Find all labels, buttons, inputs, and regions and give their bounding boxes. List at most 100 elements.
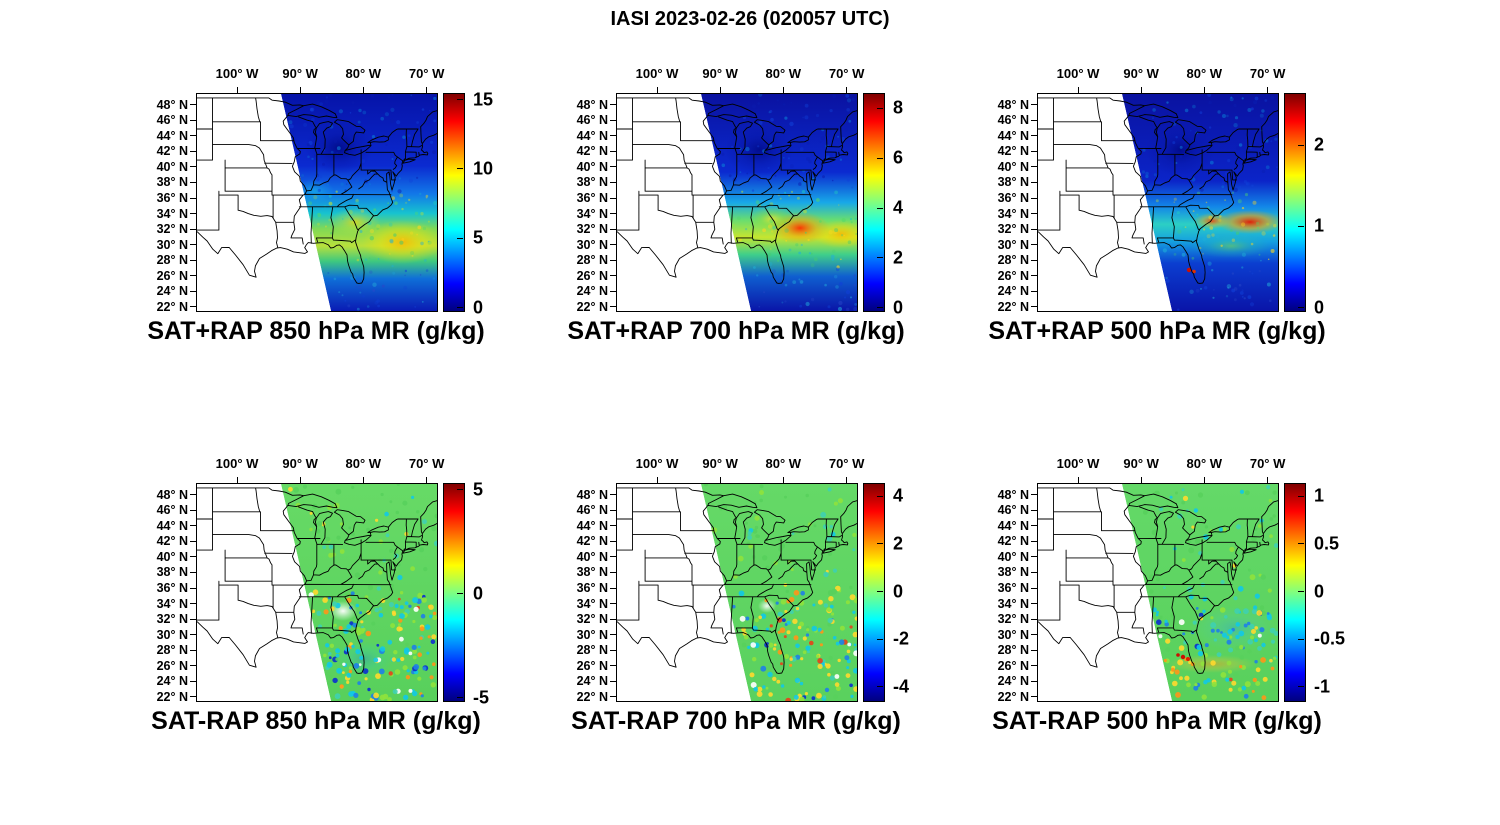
lat-tick-mark [190, 275, 196, 277]
colorbar-tick-label: -4 [893, 676, 910, 697]
lat-tick-label: 48° N [997, 487, 1029, 502]
lat-tick-label: 44° N [576, 518, 608, 533]
lon-tick-label: 80° W [1186, 456, 1223, 471]
lat-tick-mark [610, 135, 616, 137]
lon-tick-mark [299, 87, 301, 93]
colorbar [863, 93, 885, 312]
lat-tick-label: 24° N [576, 674, 608, 689]
lat-tick-mark [610, 197, 616, 199]
lat-tick-mark [610, 306, 616, 308]
lon-tick-mark [1203, 477, 1205, 483]
colorbar-tick-mark [457, 593, 463, 595]
colorbar-tick-mark [1298, 307, 1304, 309]
lat-tick-mark [610, 104, 616, 106]
colorbar [863, 483, 885, 702]
lon-tick-mark [1077, 477, 1079, 483]
lon-tick-mark [656, 87, 658, 93]
lat-tick-mark [1031, 680, 1037, 682]
lon-tick-label: 80° W [345, 456, 382, 471]
lat-tick-label: 26° N [997, 268, 1029, 283]
lat-tick-label: 24° N [576, 284, 608, 299]
lat-tick-mark [1031, 306, 1037, 308]
lat-tick-mark [1031, 696, 1037, 698]
lat-tick-mark [1031, 587, 1037, 589]
colorbar-tick-mark [457, 697, 463, 699]
map-canvas [1038, 94, 1278, 311]
lat-tick-mark [610, 665, 616, 667]
colorbar-tick-mark [877, 157, 883, 159]
lon-tick-label: 90° W [282, 66, 318, 81]
colorbar-tick-label: 6 [893, 147, 904, 168]
colorbar-tick-label: 0 [1314, 297, 1325, 318]
lat-tick-label: 26° N [997, 658, 1029, 673]
colorbar-tick-label: 0 [893, 581, 904, 601]
panel-sat-plus-rap-850-mr: SAT+RAP 850 hPa MR (g/kg) 100° W 90° W 80°… [147, 66, 493, 345]
lat-tick-label: 38° N [576, 565, 608, 580]
colorbar-tick-label: 2 [1314, 134, 1325, 155]
lat-tick-mark [190, 696, 196, 698]
lat-tick-mark [610, 696, 616, 698]
colorbar-tick-mark [877, 495, 883, 497]
state-boundaries [617, 97, 857, 284]
colorbar-tick-label: 5 [473, 227, 484, 248]
lon-tick-label: 80° W [345, 66, 382, 81]
lat-tick-mark [190, 104, 196, 106]
state-boundaries [1038, 487, 1278, 674]
lon-tick-label: 70° W [1249, 66, 1286, 81]
lat-tick-mark [1031, 259, 1037, 261]
lat-tick-label: 32° N [576, 612, 608, 627]
lat-tick-label: 36° N [156, 581, 188, 596]
lat-tick-mark [1031, 135, 1037, 137]
panel-title: SAT-RAP 500 hPa MR (g/kg) [992, 707, 1322, 735]
lat-tick-mark [190, 680, 196, 682]
lon-tick-label: 70° W [1249, 456, 1286, 471]
lat-tick-mark [610, 494, 616, 496]
lat-tick-mark [190, 509, 196, 511]
lat-tick-label: 22° N [576, 299, 608, 314]
lat-tick-label: 40° N [997, 549, 1029, 564]
lat-tick-mark [190, 290, 196, 292]
lat-tick-label: 38° N [156, 175, 188, 190]
lon-tick-mark [719, 477, 721, 483]
lat-tick-label: 42° N [156, 144, 188, 159]
lon-tick-mark [719, 87, 721, 93]
lon-tick-mark [426, 87, 428, 93]
lat-tick-mark [1031, 649, 1037, 651]
colorbar-tick-mark [877, 686, 883, 688]
lon-tick-label: 80° W [1186, 66, 1223, 81]
colorbar-tick-label: 5 [473, 479, 484, 499]
lat-tick-mark [1031, 556, 1037, 558]
map-frame [1037, 483, 1279, 702]
lat-tick-label: 24° N [997, 674, 1029, 689]
lat-tick-label: 40° N [576, 549, 608, 564]
lon-tick-label: 70° W [828, 66, 865, 81]
map-frame [616, 483, 858, 702]
colorbar-tick-label: 8 [893, 97, 904, 118]
lon-tick-label: 90° W [1123, 66, 1159, 81]
lat-tick-mark [1031, 290, 1037, 292]
lat-tick-mark [1031, 104, 1037, 106]
colorbar-tick-mark [877, 107, 883, 109]
lat-tick-mark [190, 634, 196, 636]
lat-tick-mark [610, 525, 616, 527]
lat-tick-mark [190, 259, 196, 261]
lat-tick-label: 40° N [576, 159, 608, 174]
lat-tick-mark [190, 228, 196, 230]
lat-tick-label: 42° N [576, 534, 608, 549]
lat-tick-mark [190, 135, 196, 137]
lat-tick-label: 30° N [576, 237, 608, 252]
lat-tick-mark [190, 571, 196, 573]
lat-tick-mark [190, 166, 196, 168]
lat-tick-mark [190, 618, 196, 620]
colorbar-tick-label: 4 [893, 485, 904, 506]
lat-tick-mark [610, 213, 616, 215]
map-frame [616, 93, 858, 312]
lat-tick-mark [610, 509, 616, 511]
lat-tick-label: 40° N [997, 159, 1029, 174]
map-frame [1037, 93, 1279, 312]
lat-tick-mark [610, 649, 616, 651]
lat-tick-label: 48° N [997, 97, 1029, 112]
lat-tick-mark [190, 603, 196, 605]
colorbar-tick-label: 0 [473, 583, 484, 604]
lat-tick-label: 28° N [156, 643, 188, 658]
